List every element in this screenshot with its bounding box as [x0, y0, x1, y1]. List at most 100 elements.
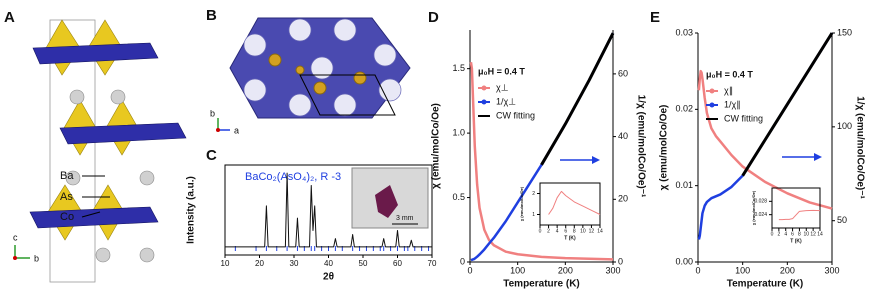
- atom-label: Ba: [60, 170, 74, 182]
- y-tick-label: 2: [532, 191, 535, 197]
- y-tick-label: 0.00: [675, 256, 693, 266]
- series-line: [540, 32, 615, 166]
- series-line: [741, 32, 834, 177]
- structure-a: [13, 19, 187, 283]
- x-tick-label: 2: [777, 231, 780, 237]
- x-tick-label: 2: [547, 228, 550, 234]
- x-tick-label: 14: [817, 231, 823, 237]
- x-tick-label: 0: [467, 265, 472, 275]
- y-tick-label: 0.03: [675, 27, 693, 37]
- x-axis-label: Temperature (K): [727, 279, 804, 290]
- y-tick-label: 0: [460, 256, 465, 266]
- series-line: [778, 209, 821, 221]
- x-tick-label: 12: [589, 228, 595, 234]
- x-tick-label: 0: [695, 265, 700, 275]
- legend-label: CW fitting: [496, 110, 535, 120]
- x-tick-label: 10: [580, 228, 586, 234]
- panel-label: B: [206, 7, 217, 24]
- x-tick-label: 10: [804, 231, 810, 237]
- structure-b: [216, 17, 411, 132]
- panel-label: E: [650, 9, 660, 26]
- x-tick-label: 300: [824, 265, 839, 275]
- y-tick-label: 0.028: [754, 199, 767, 205]
- crystal-photo: [351, 167, 429, 229]
- legend-marker: [709, 88, 715, 94]
- x-tick-label: 14: [597, 228, 603, 234]
- y-tick-label: 0.024: [754, 212, 767, 218]
- chart-title: BaCo₂(AsO₄)₂, R -3: [245, 171, 341, 183]
- y-tick-label: 1: [532, 212, 535, 218]
- x-tick-label: 200: [780, 265, 795, 275]
- y2-axis-label: 1/χ (emu/molCo/Oe)⁻¹: [635, 95, 646, 198]
- x-tick-label: 200: [558, 265, 573, 275]
- y-tick-label: 0.5: [452, 192, 465, 202]
- atom-label: As: [60, 191, 73, 203]
- y-axis-label: χ (emu/molCo/Oe): [431, 103, 442, 189]
- y2-tick-label: 50: [837, 215, 847, 225]
- series-line: [225, 172, 432, 248]
- y-axis-label: χ (emu/molCo/Oe): [751, 190, 756, 225]
- axis-name: b: [34, 253, 39, 263]
- series-line: [548, 190, 601, 215]
- x-tick-label: 30: [290, 259, 299, 268]
- x-tick-label: 20: [255, 259, 264, 268]
- x-axis-label: 2θ: [323, 272, 334, 283]
- y2-tick-label: 40: [618, 131, 628, 141]
- plot-frame: [539, 182, 601, 226]
- legend-label: CW fitting: [724, 113, 763, 123]
- legend-label: 1/χ⊥: [496, 96, 516, 106]
- x-tick-label: 12: [810, 231, 816, 237]
- x-tick-label: 8: [573, 228, 576, 234]
- x-tick-label: 100: [510, 265, 525, 275]
- y-tick-label: 1.0: [452, 127, 465, 137]
- y2-tick-label: 60: [618, 68, 628, 78]
- x-tick-label: 60: [393, 259, 402, 268]
- y-axis-label: χ (emu/molCo/Oe): [659, 105, 670, 191]
- y-tick-label: 1.5: [452, 63, 465, 73]
- x-axis-label: Temperature (K): [503, 279, 580, 290]
- plot-frame: [771, 187, 821, 229]
- x-tick-label: 40: [324, 259, 333, 268]
- legend-marker: [481, 99, 487, 105]
- x-tick-label: 300: [605, 265, 620, 275]
- x-tick-label: 6: [564, 228, 567, 234]
- x-axis-label: T (K): [790, 238, 802, 244]
- panel-label: A: [4, 9, 15, 26]
- x-tick-label: 4: [556, 228, 559, 234]
- annotation: μ₀H = 0.4 T: [706, 69, 753, 79]
- x-tick-label: 50: [359, 259, 368, 268]
- legend-label: χ⊥: [496, 82, 509, 92]
- y2-tick-label: 20: [618, 194, 628, 204]
- panel-label: D: [428, 9, 439, 26]
- series-line: [469, 62, 614, 261]
- x-axis-label: T (K): [564, 235, 576, 241]
- atom-label: Co: [60, 211, 74, 223]
- x-tick-label: 4: [784, 231, 787, 237]
- legend-marker: [481, 85, 487, 91]
- x-tick-label: 8: [798, 231, 801, 237]
- scale-bar-label: 3 mm: [396, 215, 414, 222]
- y-axis-label: χ (emu/molCo/Oe): [519, 186, 524, 221]
- y2-tick-label: 100: [837, 121, 852, 131]
- axis-name: a: [234, 125, 239, 135]
- x-tick-label: 6: [791, 231, 794, 237]
- x-tick-label: 10: [221, 259, 230, 268]
- x-tick-label: 70: [428, 259, 437, 268]
- axis-name: b: [210, 108, 215, 118]
- legend-marker: [709, 102, 715, 108]
- x-tick-label: 0: [539, 228, 542, 234]
- y2-tick-label: 150: [837, 27, 852, 37]
- y-axis-label: Intensity (a.u.): [186, 176, 197, 244]
- panel-label: C: [206, 147, 217, 164]
- y2-axis-label: 1/χ (emu/molCo/Oe)⁻¹: [854, 96, 865, 199]
- y-tick-label: 0.02: [675, 104, 693, 114]
- x-tick-label: 0: [771, 231, 774, 237]
- annotation: μ₀H = 0.4 T: [478, 66, 525, 76]
- legend-label: 1/χ∥: [724, 99, 741, 109]
- legend-label: χ∥: [724, 85, 733, 95]
- y2-tick-label: 0: [618, 256, 623, 266]
- axis-name: c: [13, 232, 18, 242]
- y-tick-label: 0.01: [675, 180, 693, 190]
- x-tick-label: 100: [735, 265, 750, 275]
